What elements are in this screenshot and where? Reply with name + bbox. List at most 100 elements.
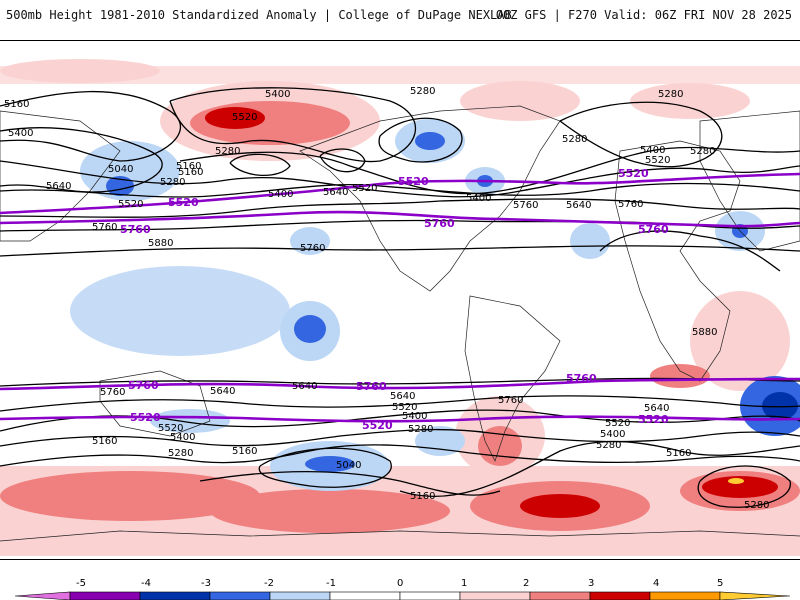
contour-label-highlight: 5760 [120, 223, 151, 236]
contour-label: 5520 [645, 155, 670, 166]
asia [699, 110, 800, 252]
contour-label: 5400 [170, 432, 195, 443]
anomaly-blob [80, 141, 180, 201]
contour-label: 5280 [658, 89, 683, 100]
anomaly-map: 5160 5400 5280 5520 5280 5400 5040 5160 … [0, 40, 800, 560]
contour-label-highlight: 5760 [356, 380, 387, 393]
contour-label: 5520 [232, 112, 257, 123]
contour-label: 5280 [744, 500, 769, 511]
contour-label-highlight: 5520 [618, 167, 649, 180]
colorbar-tick-label: -2 [264, 578, 274, 589]
colorbar-segment [399, 591, 461, 600]
contour-label: 5280 [168, 448, 193, 459]
contour-label: 5520 [118, 199, 143, 210]
model-run-info: 00Z GFS | F270 Valid: 06Z FRI NOV 28 202… [495, 8, 792, 22]
contour-line [199, 470, 501, 496]
colorbar-segment [269, 591, 331, 600]
colorbar-tick-label: 2 [523, 578, 529, 589]
contour-label: 5400 [265, 89, 290, 100]
colorbar: -5 -4 -3 -2 -1 0 1 2 3 4 5 [14, 578, 791, 600]
contour-line [0, 395, 800, 412]
colorbar-tick-label: 3 [588, 578, 594, 589]
colorbar-triangle-right [719, 591, 791, 600]
contour-line [599, 230, 781, 272]
contour-line [229, 153, 291, 177]
colorbar-tick-label: 1 [461, 578, 467, 589]
contour-label: 5640 [390, 391, 415, 402]
contour-line [378, 117, 463, 163]
contour-label: 5880 [692, 327, 717, 338]
contour-line [0, 219, 800, 232]
contour-label: 5760 [513, 200, 538, 211]
anomaly-blob [762, 392, 798, 420]
contour-label: 5400 [268, 189, 293, 200]
contour-label: 5520 [605, 418, 630, 429]
contour-line [697, 465, 791, 508]
anomaly-blob [520, 494, 600, 518]
anomaly-blob [294, 315, 326, 343]
colorbar-ticks: -5 -4 -3 -2 -1 0 1 2 3 4 5 [76, 578, 723, 589]
anomaly-blob [570, 223, 610, 259]
contour-label: 5640 [292, 381, 317, 392]
anomaly-blob [690, 291, 790, 391]
contour-label: 5760 [618, 199, 643, 210]
colorbar-segment [69, 591, 141, 600]
contour-label: 5160 [410, 491, 435, 502]
contour-label: 5160 [176, 161, 201, 172]
map-title: 500mb Height 1981-2010 Standardized Anom… [6, 8, 512, 22]
colorbar-tick-label: -5 [76, 578, 86, 589]
contour-line [0, 444, 800, 467]
colorbar-segment [139, 591, 211, 600]
colorbar-tick-label: 0 [397, 578, 403, 589]
contour-label: 5160 [178, 167, 203, 178]
contour-line [0, 428, 800, 447]
anomaly-blob [702, 476, 778, 498]
colorbar-tick-label: 5 [717, 578, 723, 589]
asia-west [0, 110, 121, 242]
contour-line [399, 440, 800, 498]
contour-label: 5760 [100, 387, 125, 398]
contour-label: 5160 [4, 99, 29, 110]
contour-line [0, 160, 800, 198]
colorbar-segment [529, 591, 591, 600]
contour-label-highlight: 5760 [566, 372, 597, 385]
anomaly-blob [290, 227, 330, 255]
anomaly-blob [150, 409, 230, 433]
contour-line [258, 447, 392, 488]
anomaly-blob [460, 81, 580, 121]
contour-label: 5640 [46, 181, 71, 192]
negative-anomaly-fills [70, 119, 800, 491]
contour-line [0, 198, 800, 218]
coastlines [0, 105, 800, 542]
contour-label: 5280 [410, 86, 435, 97]
highlight-contours [0, 172, 800, 423]
contour-label: 5160 [92, 436, 117, 447]
colorbar-tick-label: -4 [141, 578, 151, 589]
colorbar-tick-label: -1 [326, 578, 336, 589]
contour-label-highlight: 5760 [424, 217, 455, 230]
contour-label: 5520 [392, 402, 417, 413]
contour-label: 5520 [158, 423, 183, 434]
header: 500mb Height 1981-2010 Standardized Anom… [0, 0, 800, 30]
contour-line [319, 148, 366, 173]
contour-label: 5040 [108, 164, 133, 175]
contour-label-highlight: 5520 [362, 419, 393, 432]
contour-label-highlight: 5520 [168, 196, 199, 209]
colorbar-segment [329, 591, 401, 600]
contour-label: 5520 [352, 183, 377, 194]
contour-label-highlight: 5520 [398, 175, 429, 188]
colorbar-tick-label: -3 [201, 578, 211, 589]
colorbar-tick-label: 4 [653, 578, 659, 589]
contour-5760-south [0, 377, 800, 391]
colorbar-segment [589, 591, 651, 600]
contour-label: 5760 [498, 395, 523, 406]
contour-label-highlight: 5760 [638, 223, 669, 236]
contour-label: 5640 [323, 187, 348, 198]
contour-label: 5640 [566, 200, 591, 211]
colorbar-segment [649, 591, 721, 600]
colorbar-triangle-left [14, 591, 71, 600]
contour-label: 5280 [215, 146, 240, 157]
colorbar-segment [459, 591, 531, 600]
contour-line [559, 101, 723, 168]
contour-label: 5640 [644, 403, 669, 414]
